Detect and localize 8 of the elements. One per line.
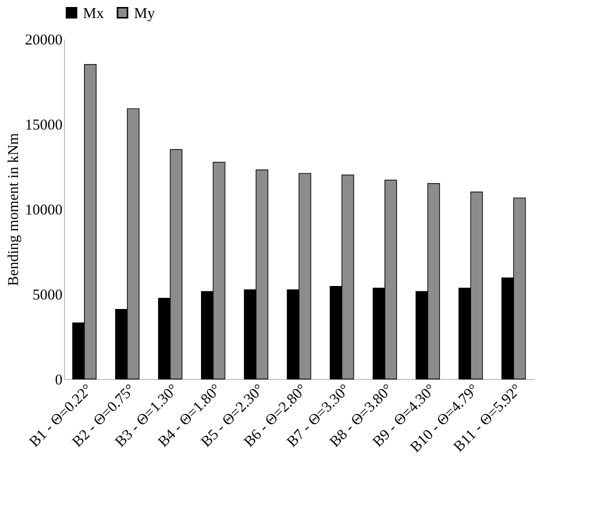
y-tick-label: 15000	[25, 118, 62, 134]
y-tick-label: 0	[55, 372, 62, 388]
legend-label: My	[134, 6, 156, 22]
y-tick-label: 5000	[32, 288, 62, 304]
y-axis-title: Bending moment in kNm	[6, 132, 22, 286]
y-tick-label: 10000	[25, 202, 62, 218]
y-tick-label: 20000	[25, 32, 62, 48]
legend-label: Mx	[83, 6, 104, 22]
